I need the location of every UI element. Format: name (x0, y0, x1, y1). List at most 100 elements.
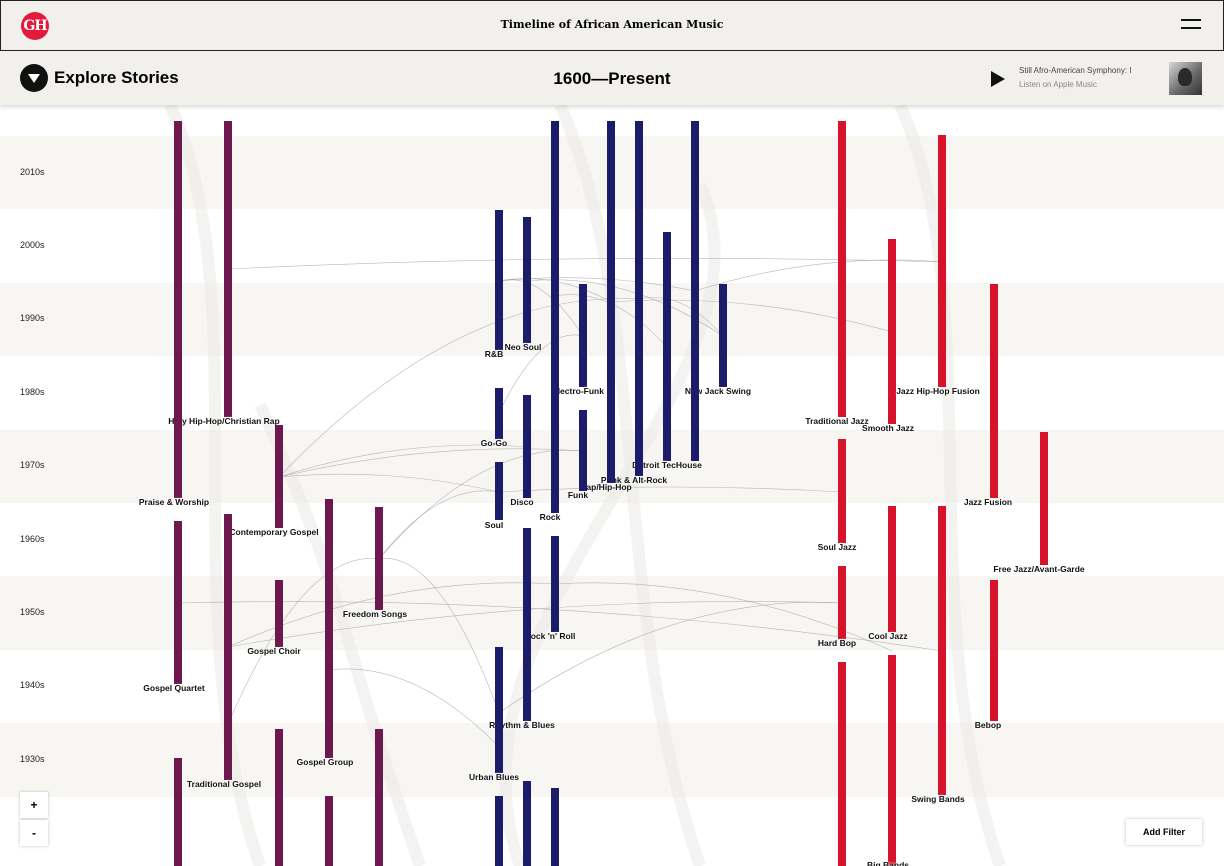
genre-bar[interactable] (174, 121, 182, 498)
genre-label[interactable]: Free Jazz/Avant-Garde (993, 564, 1085, 574)
genre-bar[interactable] (275, 580, 283, 647)
decade-label: 2010s (20, 166, 45, 177)
genre-bar[interactable] (1040, 432, 1048, 565)
genre-bar[interactable] (375, 729, 383, 866)
genre-bar[interactable] (174, 521, 182, 684)
genre-label[interactable]: Cool Jazz (868, 631, 908, 641)
genre-label[interactable]: Punk & Alt-Rock (600, 475, 668, 485)
genre-label[interactable]: Gospel Choir (247, 646, 301, 656)
genre-label[interactable]: Rhythm & Blues (489, 720, 555, 730)
genre-label[interactable]: Disco (510, 497, 534, 507)
genre-label[interactable]: Jazz Fusion (963, 497, 1013, 507)
app-title: Timeline of African American Music (500, 18, 724, 31)
genre-bar[interactable] (551, 536, 559, 632)
genre-label[interactable]: Jazz Hip-Hop Fusion (896, 386, 980, 396)
influence-line (278, 298, 640, 478)
genre-bar[interactable] (551, 121, 559, 513)
genre-bar[interactable] (838, 439, 846, 543)
genre-bar[interactable] (495, 210, 503, 350)
genre-label[interactable]: New Jack Swing (684, 386, 752, 396)
genre-bar[interactable] (838, 566, 846, 639)
genre-label[interactable]: Smooth Jazz (862, 423, 914, 433)
genre-label[interactable]: Hard Bop (817, 638, 857, 648)
genre-bar[interactable] (551, 788, 559, 866)
genre-bar[interactable] (275, 729, 283, 866)
genre-bar[interactable] (495, 388, 503, 439)
genre-bar[interactable] (579, 410, 587, 491)
genre-bar[interactable] (888, 655, 896, 866)
genre-bar[interactable] (691, 121, 699, 461)
logo-icon[interactable]: GH (21, 12, 49, 40)
genre-bar[interactable] (174, 758, 182, 866)
genre-bar[interactable] (224, 121, 232, 417)
influence-line (278, 473, 500, 493)
genre-bar[interactable] (838, 662, 846, 866)
genre-label[interactable]: Freedom Songs (342, 609, 408, 619)
genre-bar[interactable] (375, 507, 383, 610)
decade-label: 1950s (20, 607, 45, 618)
genre-label[interactable]: Rock (539, 512, 561, 522)
genre-label[interactable]: Contemporary Gospel (229, 527, 319, 537)
genre-label[interactable]: Electro-Funk (552, 386, 604, 396)
genre-label[interactable]: Detroit TecHouse (632, 460, 702, 470)
influence-line (378, 558, 500, 714)
hamburger-icon[interactable] (1181, 19, 1201, 31)
genre-label[interactable]: Swing Bands (911, 794, 965, 804)
genre-bar[interactable] (938, 506, 946, 795)
influence-line (498, 334, 584, 414)
genre-bar[interactable] (607, 121, 615, 483)
genre-bar[interactable] (495, 462, 503, 520)
genre-label[interactable]: Gospel Group (296, 757, 354, 767)
genre-bar[interactable] (663, 232, 671, 461)
genre-label[interactable]: Rap/Hip-Hop (580, 482, 632, 492)
influence-line (278, 444, 528, 478)
genre-bar[interactable] (990, 580, 998, 721)
genre-bar[interactable] (719, 284, 727, 387)
genre-label[interactable]: Gospel Quartet (143, 683, 205, 693)
genre-bar[interactable] (275, 425, 283, 528)
decade-band: 1940s (0, 649, 1224, 724)
explore-stories-button[interactable]: Explore Stories (20, 64, 179, 92)
genre-bar[interactable] (523, 781, 531, 866)
genre-bar[interactable] (938, 135, 946, 387)
genre-bar[interactable] (888, 506, 896, 632)
listen-apple-music-link[interactable]: Listen on Apple Music (1019, 80, 1097, 89)
genre-bar[interactable] (224, 514, 232, 780)
genre-bar[interactable] (325, 796, 333, 866)
genre-bar[interactable] (523, 528, 531, 721)
timeline-chart[interactable]: 2010s 2000s 1990s 1980s 1970s 1960s 1950s 1940s… (0, 105, 1224, 866)
genre-label[interactable]: Go-Go (480, 438, 508, 448)
genre-bar[interactable] (838, 121, 846, 417)
genre-label[interactable]: Praise & Worship (138, 497, 210, 507)
genre-label[interactable]: Neo Soul (504, 342, 542, 352)
genre-label[interactable]: Soul Jazz (817, 542, 857, 552)
genre-label[interactable]: Holy Hip-Hop/Christian Rap (168, 416, 280, 426)
genre-bar[interactable] (495, 796, 503, 866)
album-art[interactable] (1169, 62, 1202, 95)
zoom-out-button[interactable]: - (20, 820, 48, 846)
genre-bar[interactable] (495, 647, 503, 773)
genre-label[interactable]: Funk (567, 490, 589, 500)
genre-label[interactable]: Traditional Jazz (805, 416, 869, 426)
decade-label: 1930s (20, 753, 45, 764)
genre-bar[interactable] (523, 395, 531, 498)
play-icon[interactable] (991, 71, 1005, 87)
influence-line (526, 279, 724, 337)
genre-bar[interactable] (579, 284, 587, 387)
genre-label[interactable]: R&B (484, 349, 504, 359)
genre-bar[interactable] (325, 499, 333, 758)
influence-line (227, 257, 945, 270)
genre-label[interactable]: Soul (484, 520, 504, 530)
genre-label[interactable]: Bebop (974, 720, 1002, 730)
zoom-in-button[interactable]: + (20, 792, 48, 818)
genre-label[interactable]: Rock 'n' Roll (524, 631, 576, 641)
genre-bar[interactable] (888, 239, 896, 424)
genre-bar[interactable] (990, 284, 998, 498)
genre-label[interactable]: Big Bands (866, 860, 910, 866)
influence-line (498, 277, 696, 292)
genre-label[interactable]: Traditional Gospel (186, 779, 262, 789)
genre-label[interactable]: Urban Blues (468, 772, 520, 782)
add-filter-button[interactable]: Add Filter (1126, 819, 1202, 845)
genre-bar[interactable] (635, 121, 643, 476)
genre-bar[interactable] (523, 217, 531, 343)
